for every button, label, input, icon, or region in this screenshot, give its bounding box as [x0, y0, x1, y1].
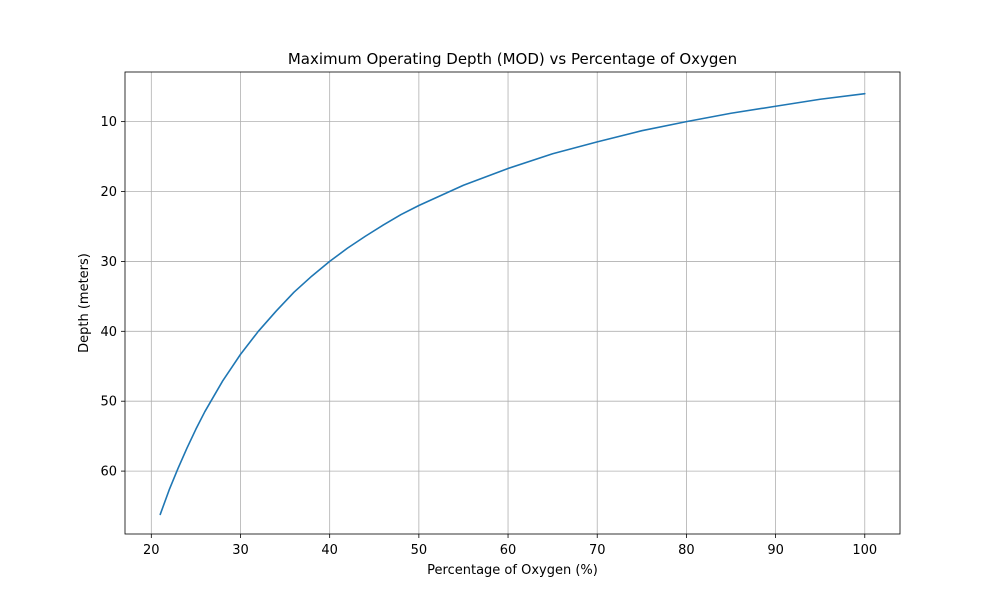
x-tick-label: 80 — [678, 543, 695, 558]
series-line-0 — [159, 92, 866, 516]
series-layer — [159, 92, 866, 516]
x-tick-label: 20 — [143, 543, 160, 558]
x-tick-label: 40 — [321, 543, 338, 558]
x-tick-label: 70 — [589, 543, 606, 558]
chart-title: Maximum Operating Depth (MOD) vs Percent… — [288, 50, 737, 68]
y-tick-label: 50 — [100, 395, 117, 410]
x-tick-label: 100 — [852, 543, 877, 558]
x-tick-label: 90 — [767, 543, 784, 558]
y-tick-label: 60 — [100, 465, 117, 480]
x-axis-label: Percentage of Oxygen (%) — [427, 563, 598, 578]
plot-frame — [124, 71, 901, 535]
y-tick-label: 10 — [100, 115, 117, 130]
x-tick-label: 30 — [232, 543, 249, 558]
x-tick-label: 50 — [411, 543, 428, 558]
y-tick-label: 40 — [100, 325, 117, 340]
grid — [125, 72, 900, 534]
y-tick-label: 30 — [100, 255, 117, 270]
ticks: 20 30 40 50 60 70 80 90 100 10 20 30 40 50 60 — [100, 115, 877, 558]
x-tick-label: 60 — [500, 543, 517, 558]
y-axis-label: Depth (meters) — [77, 253, 92, 353]
y-tick-label: 20 — [100, 185, 117, 200]
